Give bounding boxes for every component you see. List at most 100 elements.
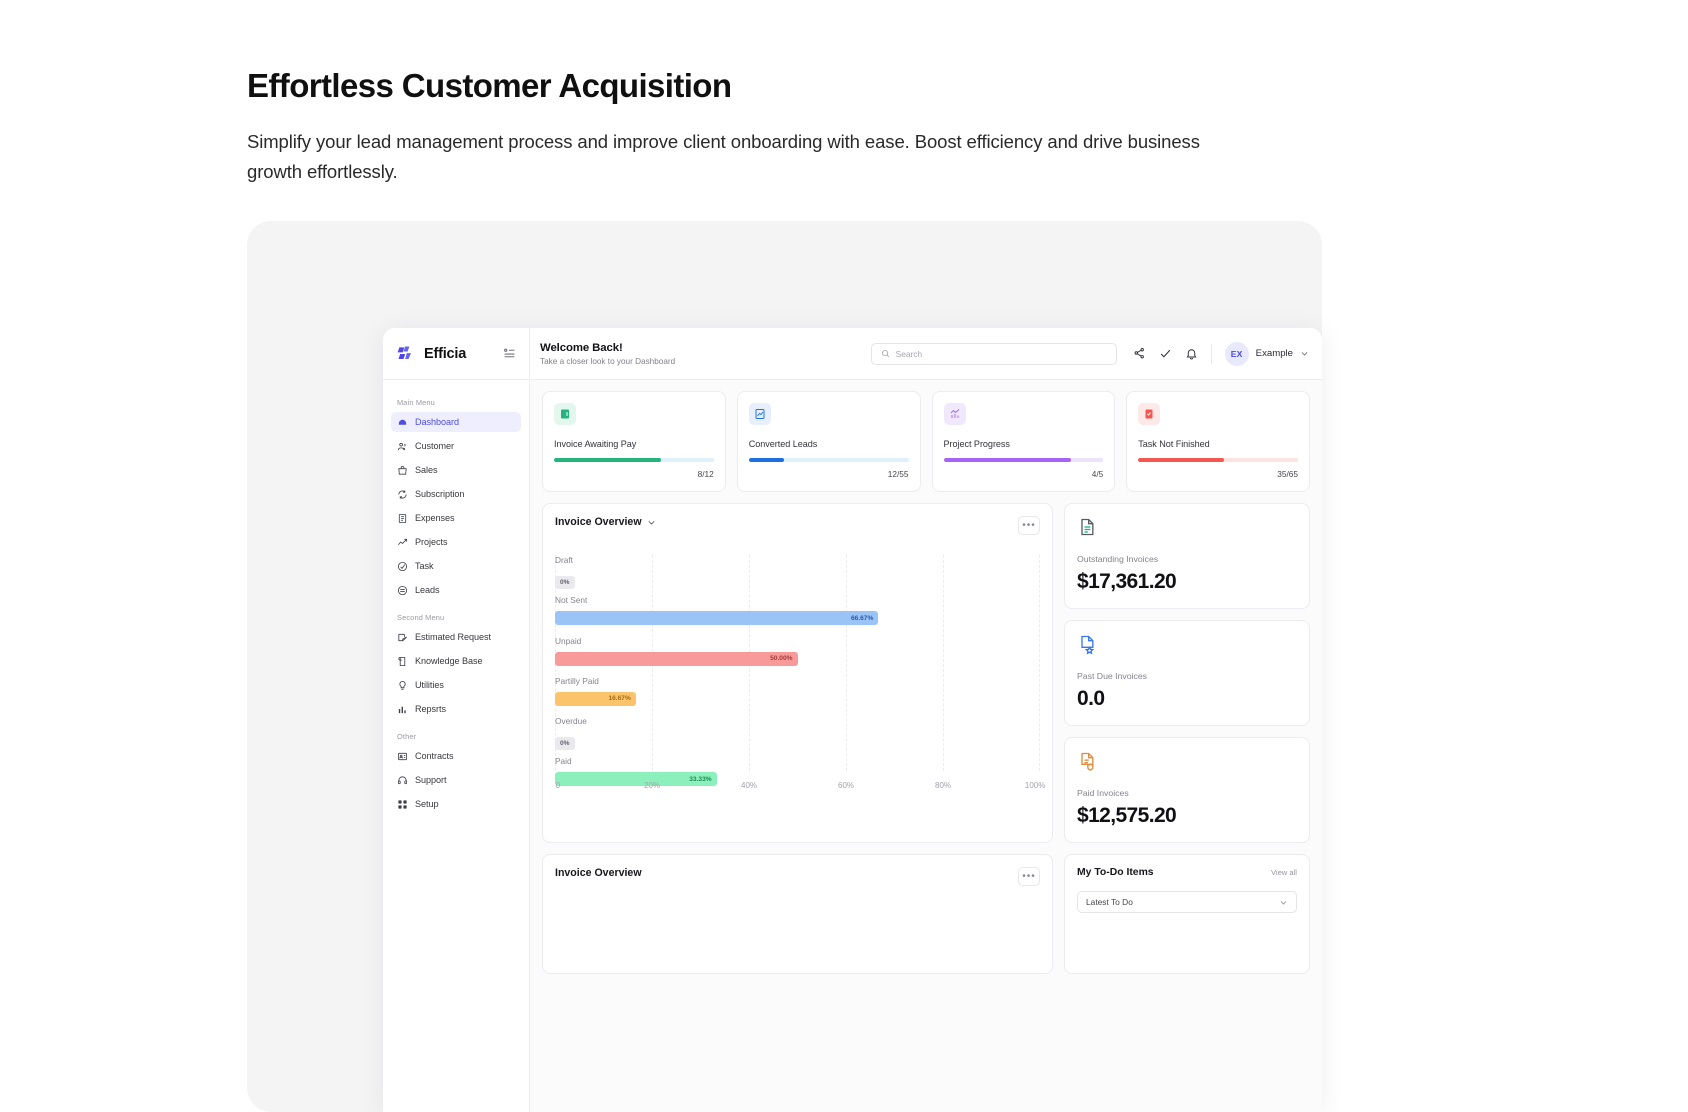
todo-filter-select[interactable]: Latest To Do xyxy=(1077,891,1297,913)
search-box[interactable] xyxy=(870,342,1117,365)
sidebar-item-projects[interactable]: Projects xyxy=(391,532,521,552)
chart-category-label: Draft xyxy=(555,555,573,565)
user-profile-menu[interactable]: EX Example xyxy=(1224,341,1309,366)
sidebar-item-label: Contracts xyxy=(415,751,454,761)
topbar-icons xyxy=(1127,347,1198,360)
chart-bar-wrap: 66.67% xyxy=(555,611,1040,626)
chart-bar-row: Draft 0% xyxy=(555,555,1040,595)
more-options-icon[interactable]: ••• xyxy=(1018,516,1040,535)
sidebar-item-contracts[interactable]: Contracts xyxy=(391,746,521,766)
kpi-label: Invoice Awaiting Pay xyxy=(554,439,637,449)
todo-header: My To-Do Items View all xyxy=(1077,867,1297,878)
bar-stats-icon xyxy=(950,409,959,418)
chart-bar-wrap: 0% xyxy=(555,571,1040,589)
chart-bar[interactable]: 0% xyxy=(555,737,575,751)
share-nodes-icon[interactable] xyxy=(1133,347,1146,360)
sidebar-item-label: Leads xyxy=(415,585,440,595)
sidebar-item-label: Customer xyxy=(415,441,455,451)
sidebar-item-label: Subscription xyxy=(415,489,465,499)
app-window: Efficia Main Menu Dashboard Customer Sal… xyxy=(383,328,1322,1112)
bar-chart-icon xyxy=(398,706,406,713)
kpi-progress-track xyxy=(1138,458,1298,462)
sidebar-item-label: Sales xyxy=(415,465,438,475)
invoice-card-value: $12,575.20 xyxy=(1077,804,1177,827)
bulb-icon xyxy=(399,680,406,690)
sidebar-item-sales[interactable]: Sales xyxy=(391,460,521,480)
more-options-icon[interactable]: ••• xyxy=(1018,867,1040,886)
chart-bar[interactable]: 16.67% xyxy=(555,691,636,706)
bottom-row: Invoice Overview ••• My To-Do Items View… xyxy=(542,854,1310,974)
chart-bar-row: Overdue 0% xyxy=(555,716,1040,756)
topbar: Welcome Back! Take a closer look to your… xyxy=(530,328,1322,380)
invoice-card-past-due[interactable]: Past Due Invoices 0.0 xyxy=(1064,620,1310,726)
sidebar-item-dashboard[interactable]: Dashboard xyxy=(391,412,521,432)
kpi-card-project-progress[interactable]: Project Progress 4/5 xyxy=(931,391,1116,492)
todo-title: My To-Do Items xyxy=(1077,867,1154,878)
search-input[interactable] xyxy=(895,348,1107,359)
sidebar-item-leads[interactable]: Leads xyxy=(391,580,521,600)
sidebar-item-estimated-request[interactable]: Estimated Request xyxy=(391,627,521,647)
sidebar-item-knowledge-base[interactable]: Knowledge Base xyxy=(391,651,521,671)
kpi-progress-fill xyxy=(943,458,1072,462)
check-icon[interactable] xyxy=(1159,347,1172,360)
chart-bar-row: Partilly Paid 16.67% xyxy=(555,676,1040,716)
kpi-card-task-not-finished[interactable]: Task Not Finished 35/65 xyxy=(1126,391,1310,492)
chart-bar[interactable]: 33.33% xyxy=(555,772,717,787)
main-area: Welcome Back! Take a closer look to your… xyxy=(530,328,1322,1112)
chevron-down-icon xyxy=(1280,900,1287,905)
kpi-label: Converted Leads xyxy=(748,439,818,449)
chart-bar-wrap: 0% xyxy=(555,732,1040,751)
panel-title-text: Invoice Overview xyxy=(555,867,642,879)
task-alert-icon xyxy=(1145,409,1153,419)
receipt-icon xyxy=(398,513,407,523)
chevron-down-icon[interactable] xyxy=(647,518,656,527)
invoice-card-paid[interactable]: Paid Invoices $12,575.20 xyxy=(1064,737,1310,843)
sidebar-item-expenses[interactable]: Expenses xyxy=(391,508,521,528)
chart-bar[interactable]: 0% xyxy=(555,576,575,589)
sidebar-item-utilities[interactable]: Utilities xyxy=(391,675,521,695)
panel-header: Invoice Overview ••• xyxy=(555,867,1040,886)
sidebar-item-support[interactable]: Support xyxy=(391,770,521,790)
document-lines-icon xyxy=(1081,518,1094,536)
kpi-card-converted-leads[interactable]: Converted Leads 12/55 xyxy=(736,391,921,492)
dashboard-icon xyxy=(398,419,407,425)
invoice-card-value: 0.0 xyxy=(1077,687,1105,710)
refresh-icon xyxy=(398,489,407,499)
sidebar-item-label: Estimated Request xyxy=(415,632,491,642)
chart-bar-value: 66.67% xyxy=(850,614,874,622)
sidebar-item-label: Setup xyxy=(415,799,439,809)
chart-bar-value: 50.00% xyxy=(770,655,793,663)
sidebar-item-setup[interactable]: Setup xyxy=(391,794,521,814)
panel-title-text: Invoice Overview xyxy=(555,516,642,528)
task-icon xyxy=(397,561,408,571)
sidebar-item-label: Support xyxy=(415,775,447,785)
sidebar-item-label: Utilities xyxy=(415,680,444,690)
chart-bar[interactable]: 50.00% xyxy=(555,651,798,666)
kpi-card-invoice-awaiting-pay[interactable]: $ Invoice Awaiting Pay 8/12 xyxy=(542,391,726,492)
kpi-icon-wrap xyxy=(748,403,771,425)
page-title: Effortless Customer Acquisition xyxy=(247,67,732,104)
sidebar-nav: Main Menu Dashboard Customer Sales Subsc… xyxy=(383,380,529,818)
todo-view-all-link[interactable]: View all xyxy=(1270,868,1297,877)
sidebar-item-reports[interactable]: Repsrts xyxy=(391,699,521,719)
sidebar-item-customer[interactable]: Customer xyxy=(391,436,521,456)
sidebar-item-task[interactable]: Task xyxy=(391,556,521,576)
sidebar-item-subscription[interactable]: Subscription xyxy=(391,484,521,504)
bell-icon[interactable] xyxy=(1185,347,1198,360)
document-star-icon xyxy=(1081,635,1095,655)
kpi-progress-track xyxy=(943,458,1104,462)
chevron-down-icon xyxy=(1301,352,1308,356)
sidebar-item-label: Task xyxy=(415,561,434,571)
chart-x-tick: 80% xyxy=(934,781,952,790)
invoice-card-outstanding[interactable]: Outstanding Invoices $17,361.20 xyxy=(1064,503,1310,609)
svg-text:$: $ xyxy=(563,412,566,418)
id-card-icon xyxy=(397,752,408,760)
collapse-sidebar-icon[interactable] xyxy=(503,347,516,360)
invoice-overview-secondary-panel: Invoice Overview ••• xyxy=(542,854,1053,974)
chart-bar-wrap: 50.00% xyxy=(555,651,1040,666)
nav-group-label-main: Main Menu xyxy=(397,398,435,407)
chart-x-tick: 100% xyxy=(1024,781,1046,790)
chart-bar[interactable]: 66.67% xyxy=(555,611,879,626)
chart-category-label: Unpaid xyxy=(555,635,582,646)
bag-icon xyxy=(398,465,407,475)
